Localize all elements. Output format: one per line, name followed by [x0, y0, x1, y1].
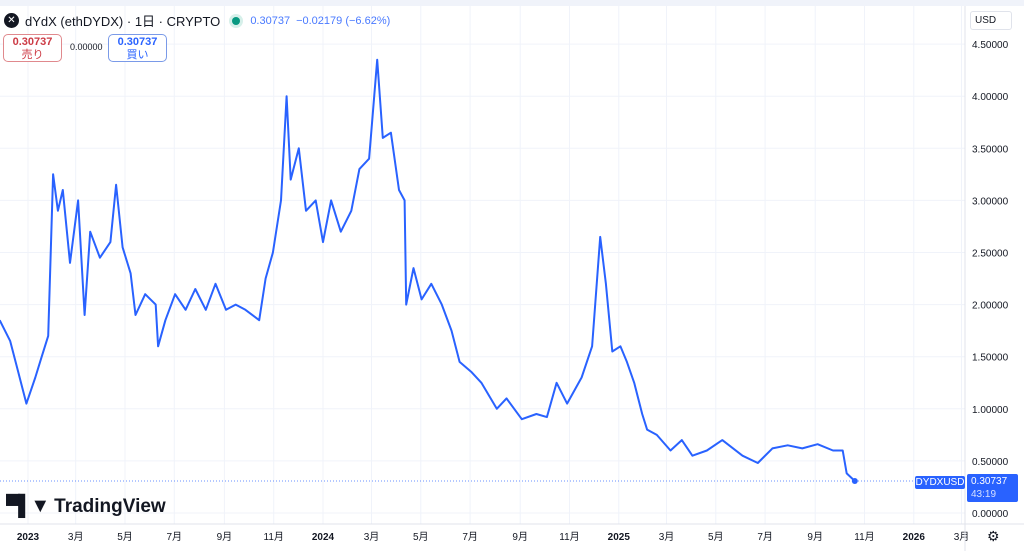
x-tick-label: 2025	[608, 532, 631, 543]
y-tick-label: 0.00000	[972, 509, 1009, 520]
y-tick-label: 1.50000	[972, 353, 1009, 364]
y-tick-label: 3.50000	[972, 144, 1009, 155]
last-point-marker	[851, 477, 858, 484]
y-tick-label: 4.00000	[972, 92, 1009, 103]
top-bar	[0, 0, 1024, 6]
x-tick-label: 5月	[117, 531, 133, 543]
x-tick-label: 11月	[854, 531, 874, 543]
tradingview-logo[interactable]: ▀▌▼ TradingView	[6, 495, 166, 518]
x-tick-label: 11月	[559, 531, 579, 543]
last-price-tag: 0.30737 43:19	[967, 474, 1018, 502]
x-tick-label: 3月	[364, 531, 380, 543]
x-tick-label: 2026	[903, 532, 926, 543]
bar-countdown: 43:19	[971, 489, 997, 500]
tradingview-mark-icon: ▀▌▼	[6, 495, 50, 517]
x-tick-label: 3月	[68, 531, 84, 543]
x-tick-label: 9月	[217, 531, 233, 543]
x-tick-label: 3月	[954, 531, 970, 543]
currency-selector[interactable]: USD	[970, 11, 1012, 30]
last-price-tag-value: 0.30737	[971, 476, 1008, 487]
x-tick-label: 3月	[659, 531, 675, 543]
symbol-title[interactable]: dYdX (ethDYDX) · 1日 · CRYPTO	[25, 14, 221, 29]
x-tick-label: 7月	[167, 531, 183, 543]
x-tick-label: 2024	[312, 532, 335, 543]
market-status-icon	[232, 16, 241, 25]
x-tick-label: 5月	[413, 531, 429, 543]
y-tick-label: 2.00000	[972, 301, 1009, 312]
y-tick-label: 2.50000	[972, 249, 1009, 260]
x-tick-label: 11月	[264, 531, 284, 543]
tradingview-wordmark: TradingView	[54, 495, 166, 517]
x-tick-label: 7月	[757, 531, 773, 543]
settings-icon[interactable]: ⚙	[987, 528, 1000, 544]
symbol-price-tag: DYDXUSD	[915, 476, 965, 489]
y-tick-label: 3.00000	[972, 196, 1009, 207]
x-tick-label: 2023	[17, 532, 40, 543]
dydx-logo-icon: ✕	[4, 13, 19, 28]
last-price: 0.30737	[250, 14, 291, 27]
y-tick-label: 1.00000	[972, 405, 1009, 416]
sell-button[interactable]: 0.30737 売り	[3, 34, 62, 62]
price-line	[0, 58, 856, 482]
x-tick-label: 7月	[462, 531, 478, 543]
buy-button[interactable]: 0.30737 買い	[108, 34, 167, 62]
sell-price: 0.30737	[12, 36, 53, 48]
symbol-header: ✕ dYdX (ethDYDX) · 1日 · CRYPTO 0.30737 −…	[4, 11, 390, 30]
y-tick-label: 4.50000	[972, 40, 1009, 51]
x-tick-label: 9月	[512, 531, 528, 543]
buy-label: 買い	[126, 49, 149, 61]
buy-price: 0.30737	[117, 36, 158, 48]
price-change: −0.02179 (−6.62%)	[296, 14, 391, 27]
sell-label: 売り	[21, 49, 44, 61]
x-tick-label: 9月	[807, 531, 823, 543]
x-tick-label: 5月	[708, 531, 724, 543]
y-tick-label: 0.50000	[972, 457, 1009, 468]
spread: 0.00000	[70, 42, 103, 52]
